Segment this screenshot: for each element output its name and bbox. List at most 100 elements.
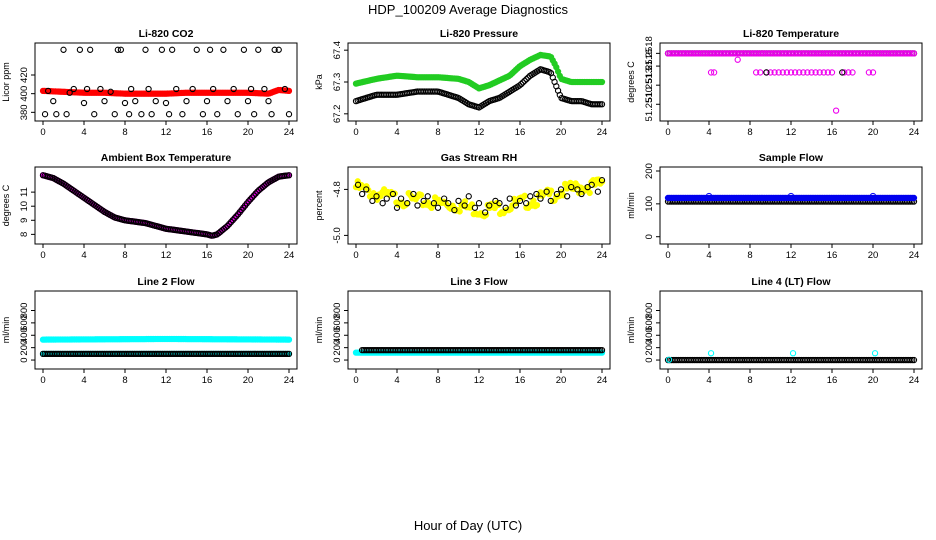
x-tick-label: 8 [747,127,752,138]
y-tick-label: 0 [644,357,655,362]
x-tick-label: 20 [243,250,254,261]
x-tick-label: 16 [515,250,526,261]
x-tick-label: 24 [909,250,920,261]
data-point [379,200,386,207]
data-point [60,46,67,53]
data-point [66,89,73,96]
series-avg [664,356,918,364]
y-tick-label: 67.3 [332,73,343,92]
series-low [707,56,877,114]
data-point [710,69,718,76]
data-point [285,111,293,118]
x-tick-label: 20 [868,127,879,138]
y-tick-label: 800 [19,303,30,319]
panel-gas-stream-rh: Gas Stream RH percent 0 4 8 12 16 20 24 -5.0 -4.8 [314,152,611,261]
series-low-k [763,69,846,76]
data-point [248,194,256,201]
data-point [705,192,713,200]
x-tick-label: 16 [202,375,213,386]
data-point [865,69,873,76]
data-point [568,183,575,191]
data-point [598,78,606,86]
y-tick-label: 100 [644,196,655,212]
series-upper-m [664,50,918,57]
y-tick-label: 67.2 [332,105,343,124]
x-tick-label: 8 [747,375,752,386]
data-point [80,99,88,107]
y-tick-label: 400 [19,86,30,102]
data-point [471,204,479,211]
y-tick-label: 600 [644,315,655,331]
data-point [44,87,52,95]
data-point [787,69,795,76]
x-tick-label: 16 [827,375,838,386]
data-point [588,181,595,188]
data-point [845,69,852,76]
data-point [523,76,530,83]
y-axis-label: ml/min [626,317,636,344]
panel-title: Line 3 Flow [450,276,508,288]
panel-sample-flow: Sample Flow ml/min 0 4 8 12 16 20 24 0 100 200 [626,152,923,261]
data-point [271,46,278,53]
data-point [114,46,121,53]
x-tick-label: 24 [597,375,608,386]
data-point [158,46,166,53]
x-tick-label: 16 [202,127,213,138]
panel-title: Gas Stream RH [441,152,517,164]
x-tick-label: 8 [122,250,127,261]
y-tick-label: -4.8 [332,181,343,197]
data-point [783,69,791,76]
data-point [142,46,149,53]
data-point [496,200,503,207]
x-tick-label: 8 [435,375,440,386]
data-point [132,97,139,105]
panel-li-820-temperature: Li-820 Temperature degrees C 0 4 8 12 16 20 24 51… [626,28,923,138]
data-point [97,85,104,93]
x-tick-label: 12 [474,127,485,138]
x-axis-label: Hour of Day (UTC) [413,518,523,533]
data-point [424,193,431,200]
data-point [440,195,448,202]
x-tick-label: 24 [284,375,295,386]
y-tick-label: 11 [19,187,30,197]
data-point [521,77,528,84]
data-point [183,97,190,105]
data-point [254,188,261,195]
x-tick-label: 8 [435,250,440,261]
data-point [203,97,211,105]
data-point [76,46,84,53]
data-point [475,200,483,207]
data-point [553,190,561,198]
data-point [789,350,797,357]
y-tick-label: 200 [19,340,30,356]
data-point [63,111,70,118]
data-point [533,201,541,209]
data-point [101,97,108,105]
data-point [229,216,236,224]
data-point [468,201,476,208]
data-point [275,46,282,53]
data-point [389,190,397,198]
y-tick-label: 0 [19,357,30,362]
data-point [787,192,795,200]
x-tick-label: 12 [474,375,485,386]
x-tick-label: 20 [868,375,879,386]
plot-frame [34,166,298,245]
data-point [226,220,233,228]
data-point [121,99,129,107]
data-point [465,193,472,200]
data-point [828,69,836,76]
y-tick-label: 200 [644,340,655,356]
data-point [281,85,289,93]
data-point [91,111,98,118]
data-point [250,111,258,118]
data-point [179,111,186,118]
x-tick-label: 12 [786,250,797,261]
plot-frame [34,290,298,370]
data-point [162,99,170,107]
data-point [261,85,268,93]
data-point [734,56,741,63]
